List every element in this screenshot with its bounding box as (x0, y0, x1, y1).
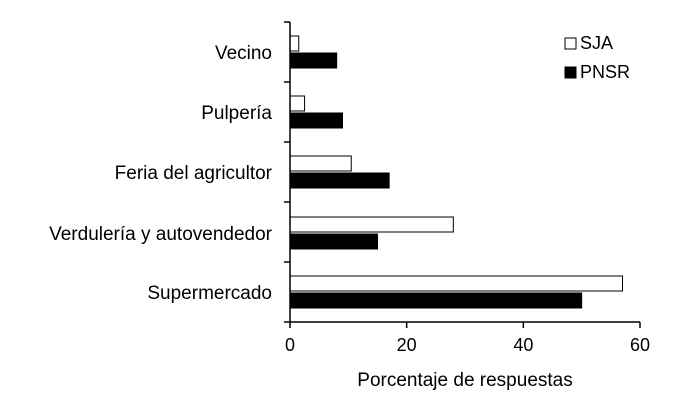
category-labels: Vecino Pulpería Feria del agricultor Verdul… (49, 21, 290, 323)
legend-swatch-pnsr (564, 66, 577, 79)
bar-pnsr-5 (289, 292, 583, 309)
legend-swatch-sja (564, 37, 577, 50)
legend: SJA PNSR (564, 33, 630, 82)
bar-pnsr-4 (289, 233, 378, 250)
x-axis-title: Porcentaje de respuestas (357, 370, 572, 391)
bar-pnsr-1 (289, 52, 338, 69)
x-axis-ticks: 0 20 40 60 (285, 322, 650, 355)
x-tick-label: 20 (397, 335, 417, 355)
bar-pnsr-2 (289, 112, 343, 129)
x-tick-label: 0 (285, 335, 295, 355)
x-tick-label: 60 (630, 335, 650, 355)
bar-sja-4 (289, 216, 454, 233)
category-label: Vecino (215, 43, 272, 64)
bar-sja-3 (289, 155, 352, 172)
bar-pnsr-3 (289, 172, 390, 189)
legend-label-pnsr: PNSR (580, 62, 630, 82)
category-label: Supermercado (147, 283, 272, 304)
x-tick-label: 40 (513, 335, 533, 355)
bar-sja-2 (289, 95, 306, 112)
category-label: Verdulería y autovendedor (49, 224, 273, 245)
bar-sja-5 (289, 275, 623, 292)
category-label: Pulpería (201, 103, 272, 124)
category-label: Feria del agricultor (115, 163, 273, 184)
legend-label-sja: SJA (580, 33, 613, 53)
bar-sja-1 (289, 35, 300, 52)
